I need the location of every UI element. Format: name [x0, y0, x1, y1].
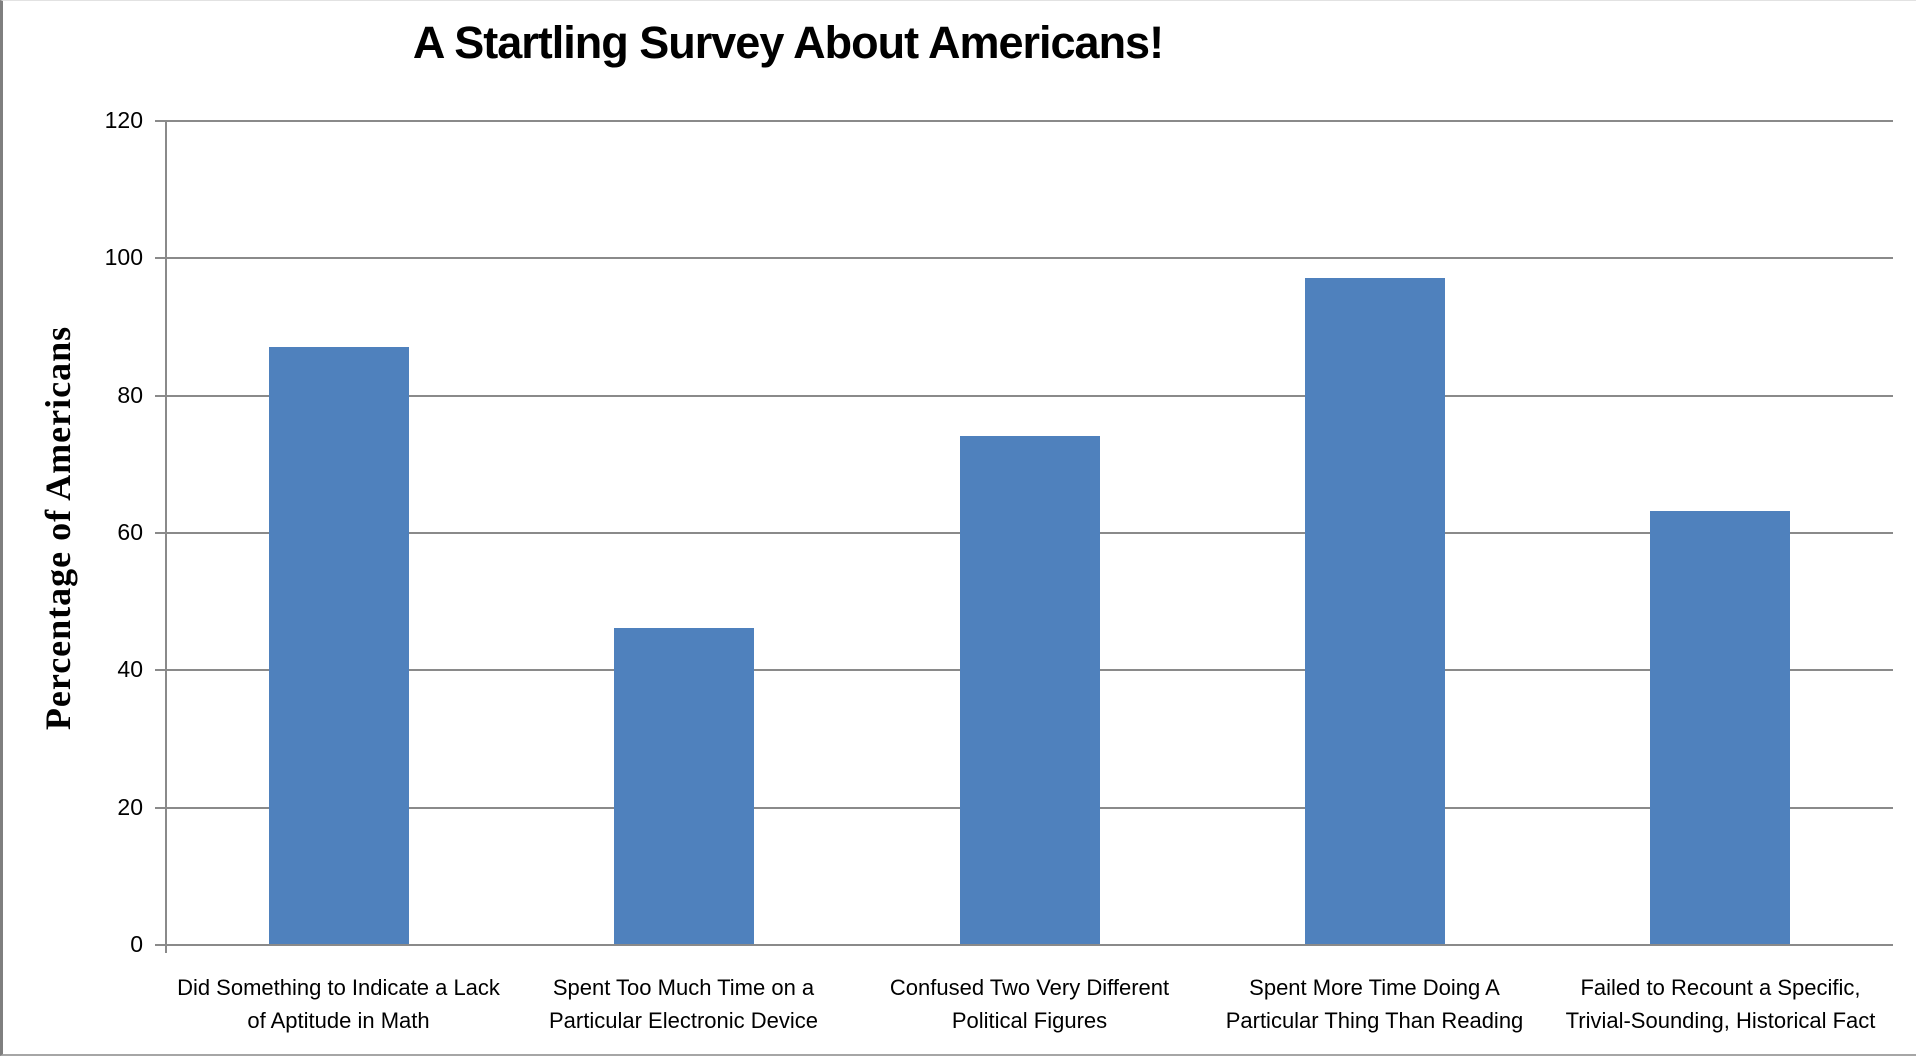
gridline-y-80 — [166, 395, 1893, 397]
gridline-y-0 — [166, 944, 1893, 946]
y-tick-label-20: 20 — [117, 794, 143, 820]
y-tick-mark-100 — [155, 257, 166, 259]
category-label-2: Spent Too Much Time on a Particular Elec… — [549, 975, 818, 1033]
y-axis-line — [165, 120, 167, 953]
y-tick-mark-40 — [155, 669, 166, 671]
category-label-5: Failed to Recount a Specific, Trivial-So… — [1565, 975, 1876, 1033]
category-label-1: Did Something to Indicate a Lack of Apti… — [177, 975, 500, 1033]
bar-2 — [614, 628, 754, 944]
chart-title: A Startling Survey About Americans! — [412, 17, 1164, 68]
gridline-y-120 — [166, 120, 1893, 122]
y-tick-label-80: 80 — [117, 382, 143, 408]
y-tick-label-120: 120 — [104, 107, 143, 133]
y-tick-mark-20 — [155, 807, 166, 809]
y-tick-mark-60 — [155, 532, 166, 534]
y-tick-label-100: 100 — [104, 244, 143, 270]
bar-5 — [1650, 511, 1790, 944]
category-label-3: Confused Two Very Different Political Fi… — [889, 975, 1170, 1033]
y-tick-label-0: 0 — [130, 931, 143, 957]
y-tick-label-40: 40 — [117, 656, 143, 682]
bar-3 — [960, 436, 1100, 944]
category-label-4: Spent More Time Doing A Particular Thing… — [1225, 975, 1524, 1033]
y-tick-mark-80 — [155, 395, 166, 397]
gridline-y-100 — [166, 257, 1893, 259]
y-tick-mark-120 — [155, 120, 166, 122]
y-tick-mark-0 — [155, 944, 166, 946]
bar-1 — [269, 347, 409, 944]
y-tick-label-60: 60 — [117, 519, 143, 545]
bar-4 — [1305, 278, 1445, 944]
